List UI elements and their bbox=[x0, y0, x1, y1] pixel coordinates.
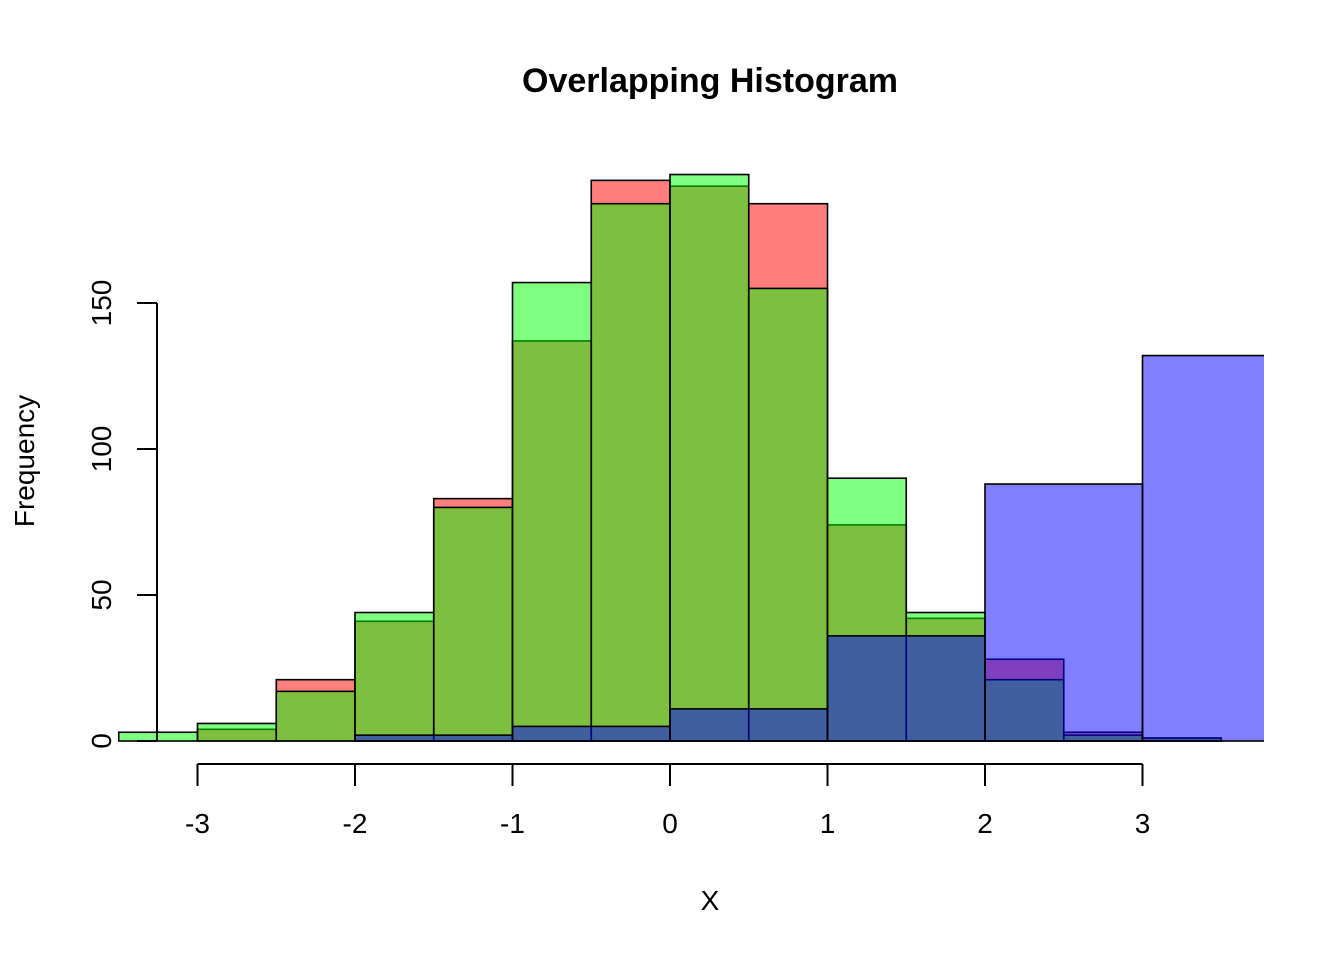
histogram-bar bbox=[354, 734, 514, 742]
x-tick-label: -1 bbox=[500, 808, 525, 839]
histogram-bar bbox=[432, 506, 514, 742]
histogram-bar bbox=[1141, 354, 1264, 742]
histogram-bar bbox=[669, 708, 829, 742]
y-axis-title: Frequency bbox=[9, 395, 40, 527]
histogram-bar bbox=[117, 731, 199, 742]
y-tick-label: 100 bbox=[86, 426, 117, 473]
series-3 bbox=[354, 354, 1264, 742]
histogram-bar bbox=[511, 281, 593, 742]
x-tick-label: -2 bbox=[343, 808, 368, 839]
x-tick-label: 1 bbox=[820, 808, 836, 839]
x-tick-label: 0 bbox=[662, 808, 678, 839]
chart-title: Overlapping Histogram bbox=[522, 62, 898, 100]
histogram-bar bbox=[511, 725, 671, 742]
y-tick-label: 150 bbox=[86, 280, 117, 327]
x-tick-label: -3 bbox=[185, 808, 210, 839]
x-axis-title: X bbox=[701, 885, 720, 916]
x-tick-label: 3 bbox=[1135, 808, 1151, 839]
histogram-bar bbox=[275, 690, 356, 742]
histogram-bar bbox=[747, 287, 829, 742]
y-tick-label: 50 bbox=[86, 579, 117, 610]
histogram-bar bbox=[354, 611, 435, 742]
histogram-bar bbox=[826, 635, 986, 742]
x-tick-label: 2 bbox=[977, 808, 993, 839]
histogram-bar bbox=[590, 202, 671, 742]
bars-layer bbox=[117, 173, 1264, 742]
y-tick-label: 0 bbox=[86, 733, 117, 749]
y-axis: 0 50 100 150 bbox=[86, 280, 158, 749]
histogram-bar bbox=[196, 722, 278, 742]
histogram-bar bbox=[669, 173, 750, 742]
histogram-bar bbox=[984, 483, 1144, 742]
x-axis: -3 -2 -1 0 1 2 3 bbox=[185, 763, 1151, 839]
